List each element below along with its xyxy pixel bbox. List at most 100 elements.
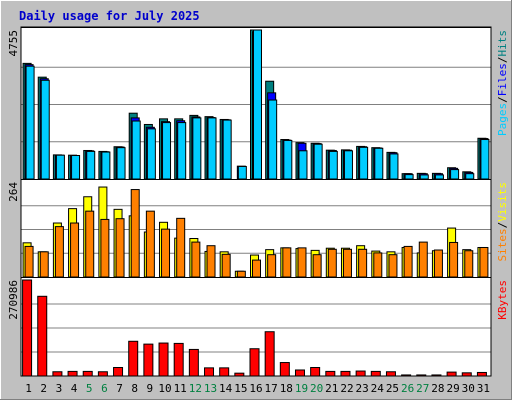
kbytes-bar (264, 331, 275, 377)
y-max-label: 264 (7, 182, 20, 202)
pages-bar (359, 146, 369, 180)
plot-frame (20, 26, 492, 377)
kbytes-bar (113, 366, 124, 377)
kbytes-bar (385, 371, 396, 377)
pages-bar (434, 174, 444, 180)
sites-bar (282, 247, 292, 278)
x-tick-label: 20 (310, 382, 323, 395)
kbytes-bar (446, 371, 457, 377)
x-tick-label: 24 (371, 382, 385, 395)
pages-bar (177, 122, 187, 180)
pages-bar (71, 154, 81, 180)
pages-bar (298, 150, 308, 180)
pages-bar (328, 150, 338, 180)
chart-title: Daily usage for July 2025 (19, 9, 200, 23)
x-tick-label: 4 (71, 382, 78, 395)
legend-separator: / (496, 96, 509, 103)
kbytes-bar (173, 342, 184, 377)
kbytes-bar (219, 367, 230, 377)
sites-bar (464, 250, 474, 278)
sites-bar (115, 218, 125, 278)
x-tick-label: 17 (265, 382, 278, 395)
pages-bar (465, 173, 475, 180)
kbytes-bar (67, 370, 78, 377)
x-tick-label: 16 (249, 382, 262, 395)
kbytes-bar (340, 370, 351, 377)
pages-bar (374, 147, 384, 180)
x-tick-label: 10 (158, 382, 171, 395)
x-tick-label: 13 (204, 382, 217, 395)
kbytes-panel: 270986 KBytes (7, 277, 509, 377)
kbytes-bar (97, 371, 108, 377)
x-tick-label: 15 (234, 382, 247, 395)
legend-kbytes: KBytes (496, 280, 509, 320)
pages-bar (389, 153, 399, 180)
kbytes-bar (355, 370, 366, 377)
sites-bar (403, 245, 413, 278)
x-tick-label: 11 (174, 382, 187, 395)
pages-bar (116, 147, 126, 180)
pages-bar (86, 150, 96, 180)
pages-bar (101, 151, 111, 180)
legend: Pages/Files/Hits (496, 30, 509, 136)
pages-bar (192, 117, 202, 180)
x-tick-label: 27 (416, 382, 429, 395)
kbytes-bar (128, 340, 139, 377)
kbytes-bar (22, 279, 33, 377)
sites-bar (24, 245, 34, 278)
sites-bar (191, 241, 201, 278)
x-axis-labels: 1 2 3 4 5 6 7 8 9 10 11 12 13 14 15 16 17 18 19 20 21 22 23 24 2… (25, 382, 490, 395)
kbytes-bar (52, 371, 63, 377)
kbytes-bar (310, 366, 321, 377)
sites-bar (267, 254, 277, 278)
sites-bar (39, 251, 49, 278)
pages-bar (450, 169, 460, 180)
x-tick-label: 1 (25, 382, 32, 395)
sites-bar (100, 218, 110, 278)
kbytes-bar (279, 362, 290, 377)
sites-bar (221, 253, 231, 278)
x-tick-label: 25 (386, 382, 399, 395)
kbytes-bar (143, 343, 154, 377)
sites-bar (388, 254, 398, 278)
legend-visits: Visits (496, 182, 509, 222)
kbytes-bar (249, 348, 260, 377)
pages-bar (222, 119, 232, 180)
pages-bar (40, 79, 50, 180)
x-tick-label: 31 (477, 382, 490, 395)
legend-pages: Pages (496, 103, 509, 136)
legend-separator: / (496, 57, 509, 64)
kbytes-bar (294, 369, 305, 377)
sites-bar (145, 210, 155, 278)
x-tick-label: 30 (462, 382, 475, 395)
x-tick-label: 9 (147, 382, 154, 395)
pages-bar (480, 139, 490, 180)
pages-bar (404, 174, 414, 180)
sites-bar (252, 259, 261, 278)
sites-bar (418, 241, 428, 278)
x-tick-label: 18 (280, 382, 293, 395)
sites-bar (206, 245, 216, 278)
legend: KBytes (496, 280, 509, 320)
sites-bar (176, 217, 186, 278)
sites-bar (70, 222, 80, 278)
x-tick-label: 28 (431, 382, 444, 395)
sites-bar (358, 248, 368, 278)
sites-bar (312, 254, 322, 278)
sites-bar (327, 248, 337, 278)
kbytes-bar (188, 348, 199, 377)
x-tick-label: 5 (86, 382, 93, 395)
legend: Sites/Visits (496, 182, 509, 262)
x-tick-label: 23 (356, 382, 369, 395)
sites-bar (449, 241, 459, 278)
pages-bar (237, 165, 247, 180)
kbytes-bar (158, 342, 169, 377)
pages-bar (207, 117, 217, 180)
sites-bar (479, 246, 489, 278)
y-max-label: 270986 (7, 280, 20, 320)
pages-bar (25, 65, 35, 180)
x-tick-label: 7 (116, 382, 123, 395)
kbytes-bar (325, 370, 336, 377)
pages-bar (268, 99, 278, 180)
